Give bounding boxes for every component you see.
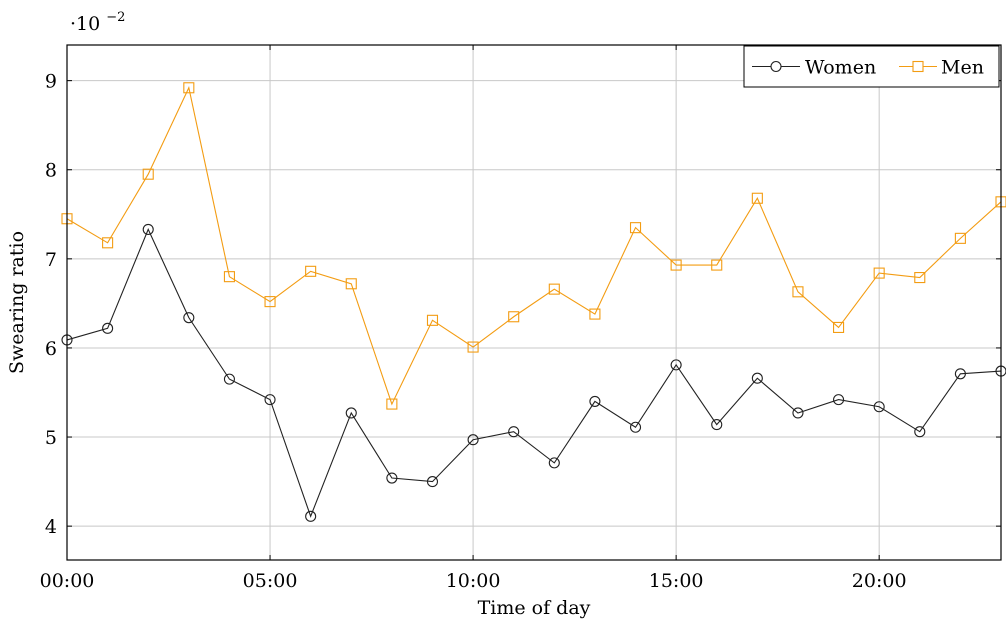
y-tick-label: 5 xyxy=(45,427,57,449)
y-axis-multiplier: ·10 −2 xyxy=(70,10,125,35)
x-tick-label: 10:00 xyxy=(446,570,501,592)
legend-label: Women xyxy=(805,57,876,79)
y-multiplier-exponent: −2 xyxy=(106,10,125,25)
y-tick-label: 6 xyxy=(45,338,57,360)
series-women xyxy=(62,224,1006,521)
y-multiplier-base: ·10 xyxy=(70,13,100,35)
legend-marker xyxy=(913,62,923,72)
x-tick-label: 05:00 xyxy=(243,570,298,592)
legend-label: Men xyxy=(941,57,984,79)
y-tick-label: 8 xyxy=(45,160,57,182)
x-tick-label: 15:00 xyxy=(649,570,704,592)
x-tick-label: 20:00 xyxy=(852,570,907,592)
legend: Women Men xyxy=(744,46,999,87)
legend-marker xyxy=(771,62,781,72)
series-line xyxy=(67,229,1001,516)
x-tick-label: 00:00 xyxy=(40,570,95,592)
y-tick-label: 4 xyxy=(45,516,57,538)
y-tick-label: 7 xyxy=(45,249,57,271)
series-men xyxy=(62,83,1006,409)
x-axis-label: Time of day xyxy=(478,597,591,619)
y-tick-label: 9 xyxy=(45,71,57,93)
series-layer xyxy=(62,83,1006,522)
series-line xyxy=(67,88,1001,404)
y-axis-label: Swearing ratio xyxy=(6,231,28,374)
